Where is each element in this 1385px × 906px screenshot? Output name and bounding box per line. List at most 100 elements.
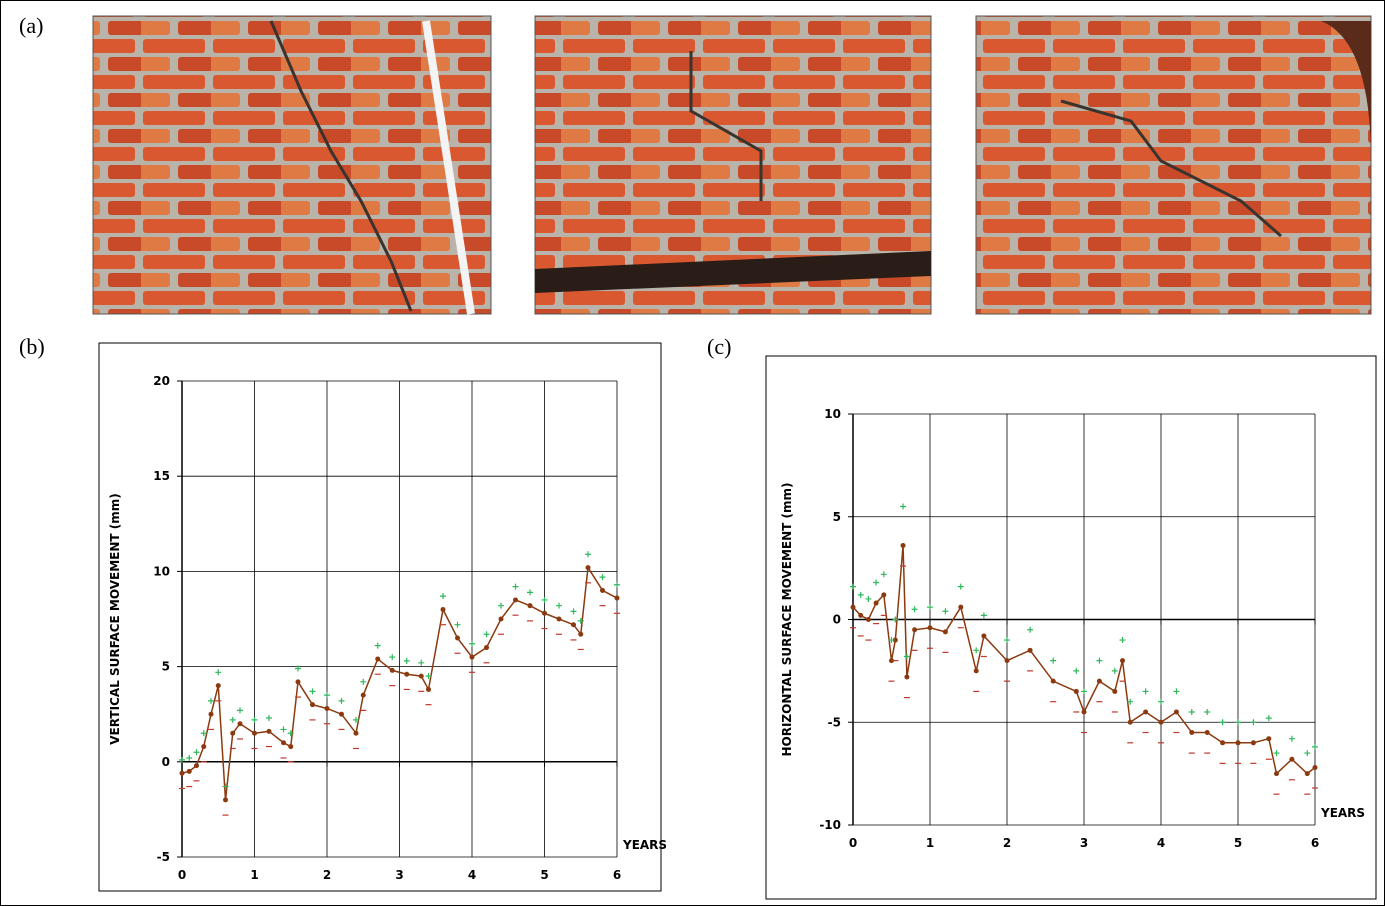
data-point [1305,771,1310,776]
upper-point [858,592,864,598]
x-tick-label: 0 [849,836,857,850]
data-point [912,627,917,632]
y-tick-label: 0 [162,755,170,769]
data-point [901,543,906,548]
data-point [943,629,948,634]
data-point [375,656,380,661]
upper-point [850,584,856,590]
figure-canvas: (a) (b) (c) -5051015200123456YEARSVERTIC… [1,1,1384,905]
data-point [615,596,620,601]
data-point [470,655,475,660]
data-point [557,617,562,622]
x-tick-label: 5 [540,868,548,882]
data-point [361,693,366,698]
data-point [209,712,214,717]
data-point [419,674,424,679]
upper-point [571,608,577,614]
upper-point [1274,750,1280,756]
data-point [1205,730,1210,735]
data-point [1220,740,1225,745]
upper-point [1235,719,1241,725]
upper-point [440,593,446,599]
upper-point [1158,699,1164,705]
data-point [1112,689,1117,694]
y-axis-label: VERTICAL SURFACE MOVEMENT (mm) [108,493,122,745]
data-point [339,712,344,717]
upper-point [542,597,548,603]
data-point [223,797,228,802]
panel-label: (a) [19,13,43,38]
upper-point [215,669,221,675]
x-tick-label: 4 [1157,836,1165,850]
upper-point [484,631,490,637]
data-point [528,603,533,608]
data-point [1005,658,1010,663]
data-point [281,740,286,745]
data-point [1028,648,1033,653]
data-point [230,731,235,736]
y-tick-label: -5 [828,715,841,729]
x-tick-label: 4 [468,868,476,882]
x-tick-label: 1 [250,868,258,882]
upper-point [1204,709,1210,715]
x-tick-label: 6 [613,868,621,882]
data-point [187,769,192,774]
data-point [571,622,576,627]
data-point [390,668,395,673]
panel-label: (b) [19,334,45,359]
data-point [499,617,504,622]
chart-frame [766,356,1376,899]
x-tick-label: 3 [1080,836,1088,850]
upper-point [418,660,424,666]
upper-point [252,717,258,723]
upper-point [186,755,192,761]
upper-point [942,608,948,614]
data-point [310,702,315,707]
y-tick-label: 5 [162,660,170,674]
data-point [578,632,583,637]
data-point [194,763,199,768]
data-point [1120,658,1125,663]
y-axis-label: HORIZONTAL SURFACE MOVEMENT (mm) [780,482,794,756]
data-point [881,592,886,597]
chart-frame [99,343,661,891]
data-point [1174,709,1179,714]
y-tick-label: 10 [824,407,841,421]
data-point [441,607,446,612]
upper-point [455,622,461,628]
upper-point [900,503,906,509]
data-point [325,706,330,711]
data-point [267,729,272,734]
upper-point [404,658,410,664]
x-tick-label: 0 [178,868,186,882]
upper-point [1050,658,1056,664]
data-point [1236,740,1241,745]
upper-point [1027,627,1033,633]
data-point [1159,720,1164,725]
upper-point [1250,719,1256,725]
upper-point [1112,668,1118,674]
upper-point [1073,668,1079,674]
data-point [981,633,986,638]
data-point [288,744,293,749]
upper-point [585,551,591,557]
data-point [513,597,518,602]
y-tick-label: 15 [153,469,170,483]
upper-point [981,612,987,618]
upper-point [230,717,236,723]
upper-point [194,749,200,755]
upper-point [339,698,345,704]
upper-point [973,647,979,653]
data-point [201,744,206,749]
y-tick-label: -10 [819,818,841,832]
upper-point [1266,715,1272,721]
upper-point [469,641,475,647]
data-point [252,731,257,736]
upper-point [614,582,620,588]
y-tick-label: 20 [153,374,170,388]
upper-point [1143,688,1149,694]
data-point [216,683,221,688]
data-point [904,675,909,680]
upper-point [1081,688,1087,694]
y-tick-label: 5 [833,510,841,524]
